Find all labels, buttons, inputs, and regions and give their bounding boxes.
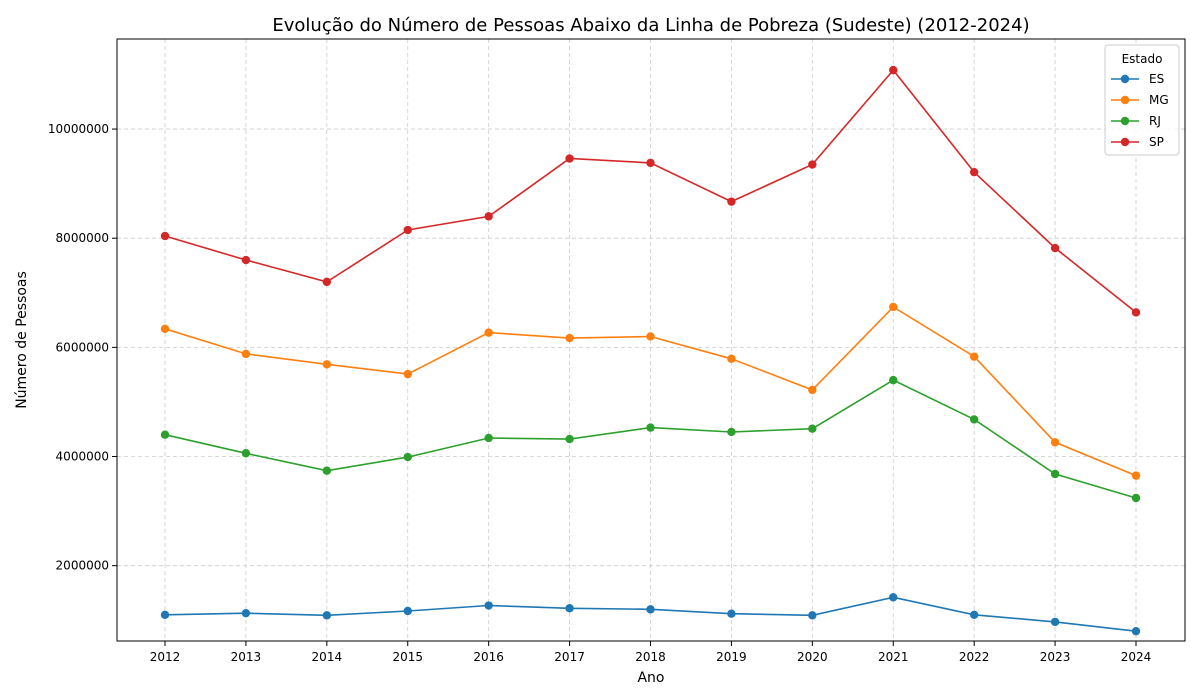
x-tick-label: 2018 <box>635 650 666 664</box>
data-point-sp <box>889 65 898 75</box>
legend-item-es: ES <box>1111 72 1164 86</box>
series-layer <box>160 65 1141 636</box>
data-point-es <box>1131 626 1141 636</box>
data-point-sp <box>565 154 574 163</box>
series-sp <box>160 65 1141 317</box>
x-tick-label: 2013 <box>231 650 262 664</box>
data-point-es <box>160 610 170 620</box>
legend-marker-mg <box>1120 95 1130 105</box>
data-point-sp <box>1050 243 1060 253</box>
data-point-rj <box>889 375 898 385</box>
data-point-rj <box>727 427 736 437</box>
legend-items: ES MG RJ SP <box>1111 72 1169 149</box>
data-point-mg <box>969 352 979 361</box>
legend: Estado ES MG RJ SP <box>1104 44 1180 156</box>
data-point-mg <box>889 302 898 312</box>
data-point-rj <box>808 424 817 433</box>
x-tick-label: 2019 <box>716 650 747 664</box>
series-mg <box>160 302 1141 480</box>
data-point-mg <box>160 324 170 334</box>
data-point-mg <box>403 369 412 379</box>
data-point-mg <box>727 354 736 364</box>
data-point-sp <box>646 158 655 168</box>
data-point-rj <box>160 430 170 439</box>
data-point-mg <box>565 333 574 343</box>
x-tick-label: 2023 <box>1040 650 1071 664</box>
legend-title: Estado <box>1122 52 1163 66</box>
y-tick-label: 4000000 <box>56 450 109 464</box>
legend-marker-rj <box>1120 116 1130 126</box>
legend-marker-sp <box>1120 137 1130 147</box>
legend-item-sp: SP <box>1111 135 1164 149</box>
data-point-rj <box>484 433 493 443</box>
data-point-mg <box>646 332 655 341</box>
data-point-rj <box>565 434 574 444</box>
data-point-es <box>969 610 979 620</box>
data-point-es <box>646 605 655 614</box>
data-point-rj <box>1131 493 1141 503</box>
data-point-mg <box>1131 471 1141 480</box>
x-tick-label: 2014 <box>312 650 343 664</box>
data-point-sp <box>969 167 979 177</box>
data-point-sp <box>403 225 412 235</box>
legend-item-mg: MG <box>1111 93 1169 107</box>
legend-label-mg: MG <box>1149 93 1169 107</box>
y-tick-label: 10000000 <box>48 122 109 136</box>
data-point-rj <box>1050 469 1060 479</box>
data-point-sp <box>727 197 736 206</box>
series-line-sp <box>164 68 1137 314</box>
data-point-es <box>403 606 412 616</box>
data-point-sp <box>160 231 170 241</box>
data-point-es <box>889 593 898 602</box>
y-tick-label: 6000000 <box>56 340 109 354</box>
legend-box <box>1104 44 1180 156</box>
y-axis-label: Número de Pessoas <box>14 271 30 409</box>
data-point-es <box>565 604 574 613</box>
data-point-es <box>1050 617 1060 627</box>
legend-marker-es <box>1120 74 1130 84</box>
data-point-es <box>808 611 817 620</box>
data-point-sp <box>1131 308 1141 317</box>
data-point-mg <box>808 385 817 395</box>
data-point-mg <box>241 349 251 359</box>
x-tick-label: 2016 <box>473 650 504 664</box>
x-tick-label: 2015 <box>392 650 423 664</box>
chart-title: Evolução do Número de Pessoas Abaixo da … <box>272 15 1029 36</box>
data-point-es <box>322 611 332 620</box>
x-tick-label: 2022 <box>959 650 990 664</box>
data-point-sp <box>322 277 332 287</box>
data-point-rj <box>403 452 412 462</box>
series-es <box>160 593 1141 636</box>
data-point-es <box>241 608 251 618</box>
x-axis-label: Ano <box>637 670 664 686</box>
data-point-rj <box>969 415 979 424</box>
data-point-es <box>727 609 736 618</box>
legend-item-rj: RJ <box>1111 114 1161 128</box>
data-point-mg <box>484 328 493 337</box>
x-tick-label: 2012 <box>150 650 181 664</box>
x-tick-label: 2017 <box>554 650 585 664</box>
data-point-mg <box>322 360 332 369</box>
data-point-mg <box>1050 438 1060 447</box>
series-rj <box>160 375 1141 503</box>
data-point-sp <box>484 212 493 221</box>
x-tick-label: 2020 <box>797 650 828 664</box>
legend-label-es: ES <box>1149 72 1164 86</box>
legend-label-rj: RJ <box>1149 114 1161 128</box>
y-axis: 2000000 4000000 6000000 8000000 10000000 <box>48 122 117 573</box>
y-tick-label: 8000000 <box>56 231 109 245</box>
x-axis: 2012 2013 2014 2015 2016 2017 2018 2019 2020 2021… <box>150 641 1152 664</box>
x-tick-label: 2024 <box>1121 650 1152 664</box>
y-tick-label: 2000000 <box>56 559 109 573</box>
x-tick-label: 2021 <box>878 650 909 664</box>
legend-label-sp: SP <box>1149 135 1164 149</box>
data-point-rj <box>241 449 251 458</box>
data-point-sp <box>808 160 817 169</box>
data-point-rj <box>646 423 655 432</box>
data-point-sp <box>241 255 251 265</box>
data-point-es <box>484 601 493 610</box>
data-point-rj <box>322 466 332 475</box>
